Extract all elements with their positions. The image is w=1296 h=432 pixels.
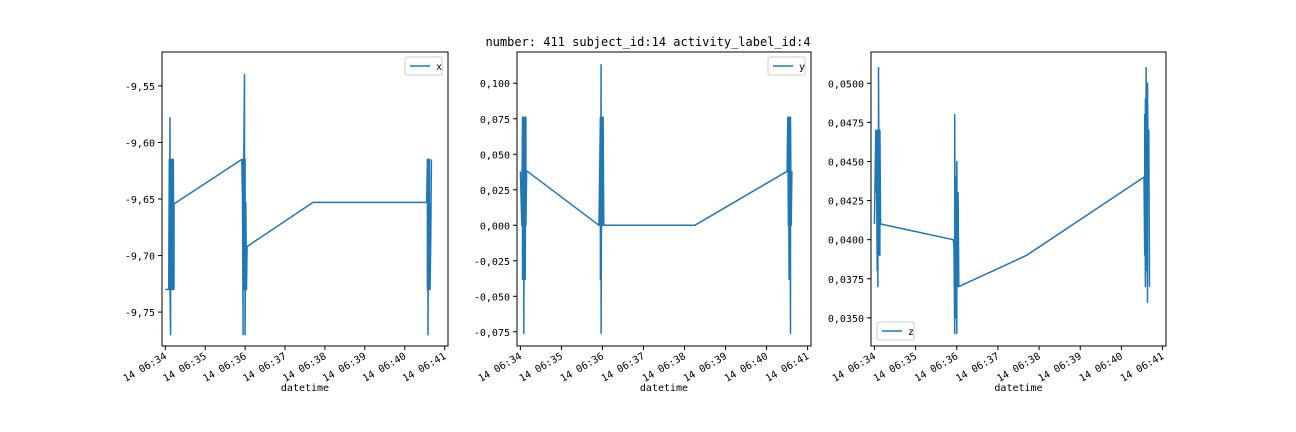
y-tick-label: 0,0375 [828,275,864,286]
y-tick-label: -9,60 [125,138,155,149]
x-tick-label: 14 06:35 [518,351,565,385]
x-tick-label: 14 06:38 [281,351,328,385]
x-tick-label: 14 06:35 [872,351,919,385]
x-tick-label: 14 06:39 [321,351,368,385]
axes-frame [516,51,812,347]
legend: y [767,56,806,76]
x-axis-label: datetime [281,383,329,394]
y-tick-label: -0,050 [474,292,510,303]
x-tick-label: 14 06:39 [1037,351,1084,385]
legend: x [404,56,443,76]
x-tick-label: 14 06:37 [954,351,1001,385]
x-tick-label: 14 06:35 [162,351,209,385]
y-tick-label: -9,75 [125,308,155,319]
x-tick-label: 14 06:39 [682,351,729,385]
y-tick-label: -9,70 [125,252,155,263]
x-tick-label: 14 06:34 [122,351,169,385]
y-tick-label: 0,0500 [828,79,864,90]
x-tick-label: 14 06:38 [641,351,688,385]
x-tick-label: 14 06:36 [559,351,606,385]
legend-label: y [799,62,805,73]
x-tick-label: 14 06:41 [401,351,448,385]
axes-frame [161,51,449,347]
y-tick-label: -0,025 [474,257,510,268]
y-tick-label: -9,55 [125,82,155,93]
y-tick-label: 0,0425 [828,197,864,208]
x-tick-label: 14 06:40 [361,351,408,385]
x-axis-label: datetime [994,383,1042,394]
x-tick-label: 14 06:36 [201,351,248,385]
series-line-x [165,73,433,336]
y-tick-label: 0,075 [480,115,510,126]
legend-label: z [908,327,914,338]
y-tick-label: -0,075 [474,328,510,339]
y-tick-label: -9,65 [125,195,155,206]
x-tick-label: 14 06:41 [764,351,811,385]
x-tick-label: 14 06:40 [1078,351,1125,385]
x-tick-label: 14 06:41 [1119,351,1166,385]
x-tick-label: 14 06:34 [477,351,524,385]
legend: z [876,321,915,341]
y-tick-label: 0,025 [480,186,510,197]
figure-title: number: 411 subject_id:14 activity_label… [485,35,811,49]
series-line-y [519,64,793,334]
y-tick-label: 0,100 [480,79,510,90]
series-line-z [873,66,1151,335]
x-tick-label: 14 06:36 [913,351,960,385]
y-tick-label: 0,000 [480,221,510,232]
x-axis-label: datetime [640,383,688,394]
legend-label: x [436,62,442,73]
y-tick-label: 0,0350 [828,314,864,325]
subplot-3: 0,0500 0,0475 0,0450 0,0425 0,0400 0,0375 0,03… [828,51,1167,394]
y-tick-label: 0,0475 [828,118,864,129]
y-tick-label: 0,0400 [828,236,864,247]
axes-frame [870,51,1167,347]
x-tick-label: 14 06:37 [241,351,288,385]
x-tick-label: 14 06:37 [600,351,647,385]
y-tick-label: 0,0450 [828,157,864,168]
y-tick-label: 0,050 [480,150,510,161]
x-tick-label: 14 06:34 [831,351,878,385]
x-tick-label: 14 06:40 [723,351,770,385]
x-tick-label: 14 06:38 [995,351,1042,385]
subplot-2: 0,100 0,075 0,050 0,025 0,000 -0,025 -0,050 -0,… [474,51,812,394]
